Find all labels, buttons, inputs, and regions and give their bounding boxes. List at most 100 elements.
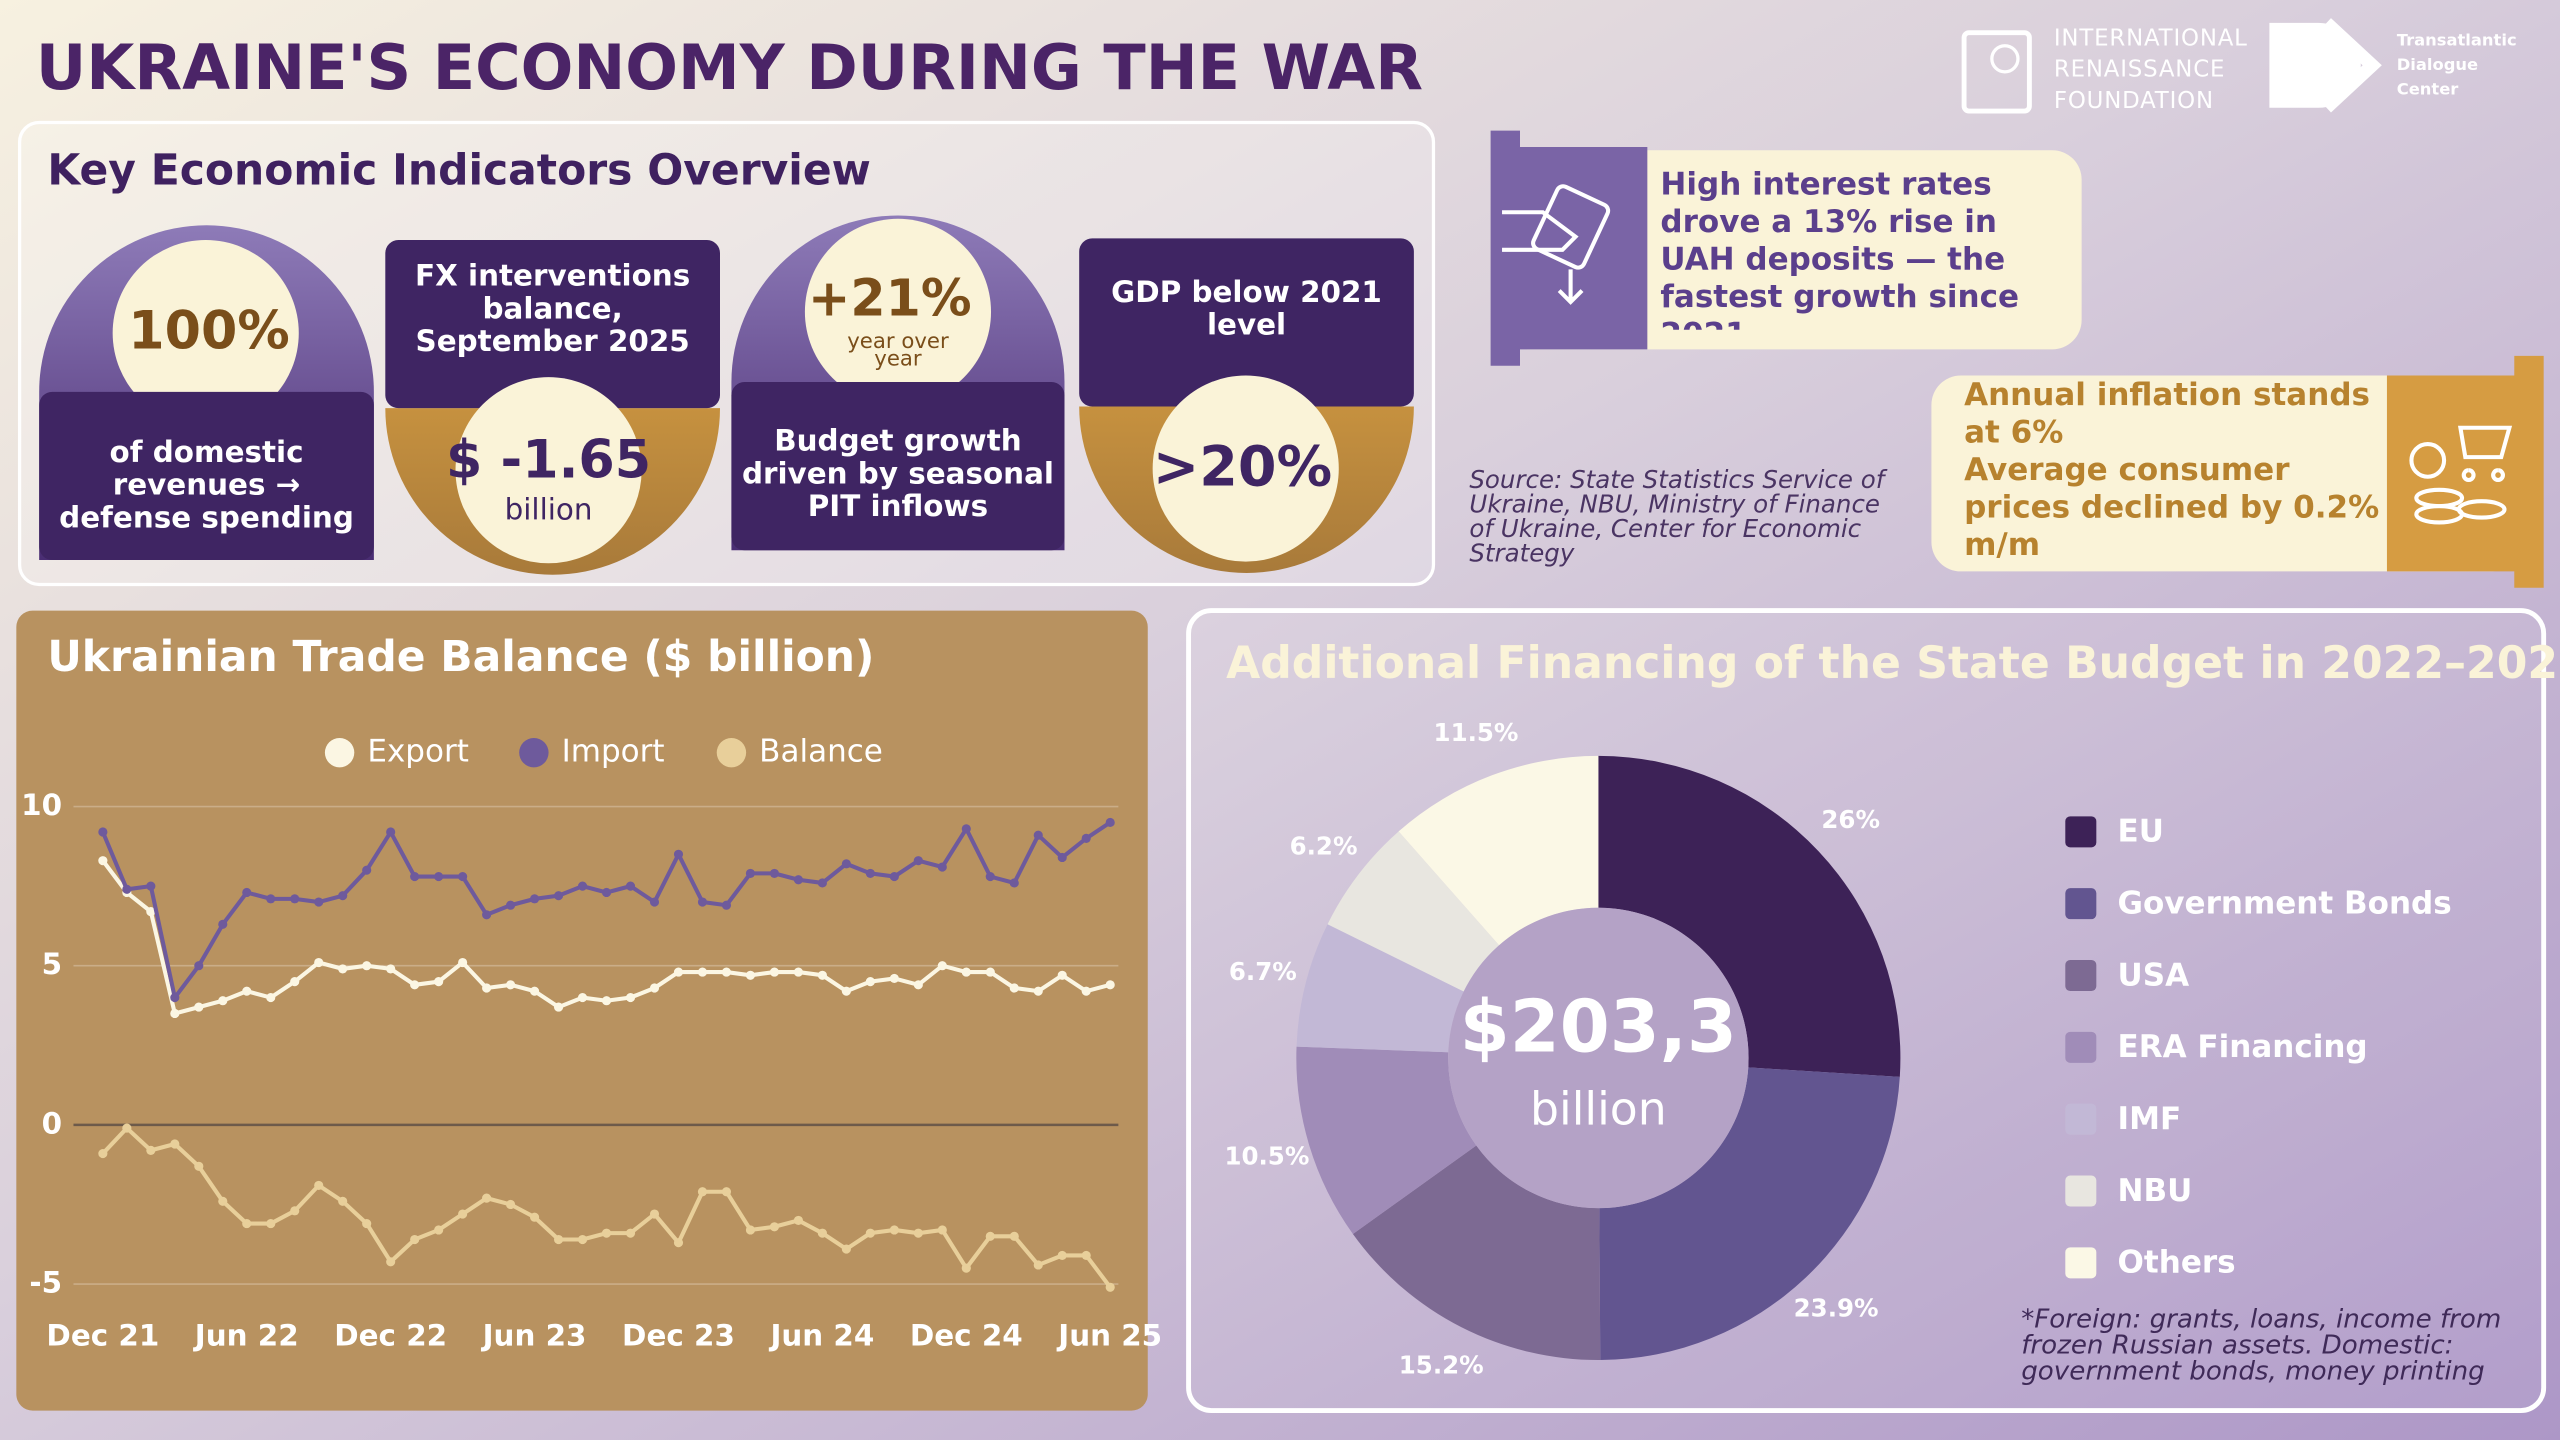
data-point — [218, 919, 228, 929]
x-tick-label: Jun 25 — [1056, 1319, 1162, 1353]
data-point — [1057, 970, 1067, 980]
y-tick-label: 10 — [21, 788, 62, 822]
data-point — [482, 1193, 492, 1203]
data-point — [242, 1219, 252, 1229]
card-unit: year over year — [847, 333, 949, 373]
data-point — [961, 1263, 971, 1273]
donut-chart: 26% EU 23.9% Government Bonds 15.2% USA 10.5% E… — [1224, 718, 2451, 1379]
data-point — [841, 1244, 851, 1254]
data-point — [961, 824, 971, 834]
data-point — [194, 1161, 204, 1171]
legend-label: USA — [2118, 957, 2190, 993]
note-icon — [2409, 425, 2513, 525]
legend-label: Export — [367, 734, 469, 770]
card-box — [385, 240, 720, 409]
card-text: Budget growth driven by seasonal PIT inf… — [741, 424, 1054, 525]
value-label: 6.7% — [1229, 957, 1297, 986]
data-point — [889, 973, 899, 984]
data-point — [98, 1148, 108, 1159]
data-point — [290, 977, 300, 987]
card-text: of domestic revenues → defense spending — [59, 435, 354, 536]
data-point — [649, 897, 660, 907]
card-box — [39, 391, 374, 560]
card-text: of domestic revenues → defense spending — [59, 435, 354, 536]
data-point — [1105, 817, 1115, 828]
legend-marker — [716, 737, 747, 768]
data-point — [362, 865, 372, 875]
data-point — [266, 1219, 276, 1229]
chart-title: Additional Financing of the State Budget… — [1226, 638, 2560, 689]
data-point — [314, 1180, 324, 1190]
data-point — [98, 856, 108, 866]
data-point — [961, 967, 971, 977]
note-text: Annual inflation stands at 6%Average con… — [1964, 377, 2388, 565]
legend-marker — [519, 737, 549, 768]
data-point — [458, 957, 468, 968]
data-point — [1081, 833, 1091, 843]
data-point — [985, 967, 995, 977]
data-point — [625, 881, 636, 891]
legend-label: Balance — [759, 734, 883, 770]
x-tick-label: Dec 21 — [46, 1319, 159, 1353]
data-point — [482, 910, 492, 920]
data-point — [506, 1199, 516, 1210]
note-text: Annual inflation stands at 6%Average con… — [1964, 377, 2388, 565]
center-value: $203,3 — [1460, 984, 1737, 1068]
data-point — [985, 1231, 995, 1241]
data-point — [434, 977, 444, 987]
legend-marker — [2065, 1103, 2097, 1135]
data-point — [266, 992, 276, 1003]
data-point — [793, 1215, 803, 1225]
data-point — [841, 859, 851, 869]
data-point — [553, 891, 564, 901]
data-point — [865, 977, 875, 987]
data-point — [1057, 852, 1067, 863]
data-point — [889, 872, 899, 882]
logo-icon — [2269, 22, 2361, 108]
data-point — [170, 1008, 180, 1019]
data-point — [913, 980, 923, 990]
value-circle — [804, 218, 992, 405]
data-point — [386, 1257, 396, 1267]
data-point — [434, 872, 444, 882]
data-point — [601, 887, 612, 898]
data-point — [817, 878, 827, 888]
value-circle — [1152, 375, 1339, 562]
data-point — [290, 1206, 300, 1216]
logo-icon — [1961, 30, 2032, 114]
data-point — [1033, 1260, 1043, 1270]
data-point — [1033, 986, 1043, 996]
data-point — [314, 957, 324, 968]
data-point — [745, 970, 756, 980]
legend-marker — [324, 737, 355, 768]
data-point — [146, 907, 156, 917]
data-point — [721, 967, 732, 977]
data-point — [577, 1234, 588, 1245]
card-text: FX interventions balance, September 2025 — [415, 259, 691, 360]
card-text: GDP below 2021 level — [1111, 277, 1382, 342]
source-text: Source: State Statistics Service of Ukra… — [1469, 468, 1885, 569]
data-point — [458, 1209, 468, 1219]
data-point — [697, 1187, 708, 1197]
card-value: >20% — [1153, 434, 1332, 499]
legend-label: Others — [2118, 1245, 2236, 1281]
data-point — [170, 1139, 180, 1149]
card-unit: year over year — [847, 333, 949, 373]
value-label: 26% — [1821, 805, 1880, 834]
footnote-text: *Foreign: grants, loans, income from fro… — [2021, 1306, 2502, 1387]
data-point — [218, 1196, 228, 1206]
x-tick-label: Jun 23 — [481, 1319, 587, 1353]
data-point — [697, 897, 708, 907]
data-point — [530, 1212, 540, 1222]
data-point — [649, 983, 660, 993]
data-point — [577, 881, 588, 891]
value-label: 23.9% — [1794, 1294, 1879, 1323]
data-point — [482, 983, 492, 993]
legend-label: ERA Financing — [2118, 1029, 2368, 1065]
note-text: High interest rates drove a 13% rise in … — [1660, 167, 2019, 330]
logo-icon — [1990, 44, 2020, 74]
data-point — [458, 872, 468, 882]
legend-marker — [2065, 1175, 2097, 1207]
data-point — [769, 868, 779, 878]
data-point — [625, 992, 636, 1003]
